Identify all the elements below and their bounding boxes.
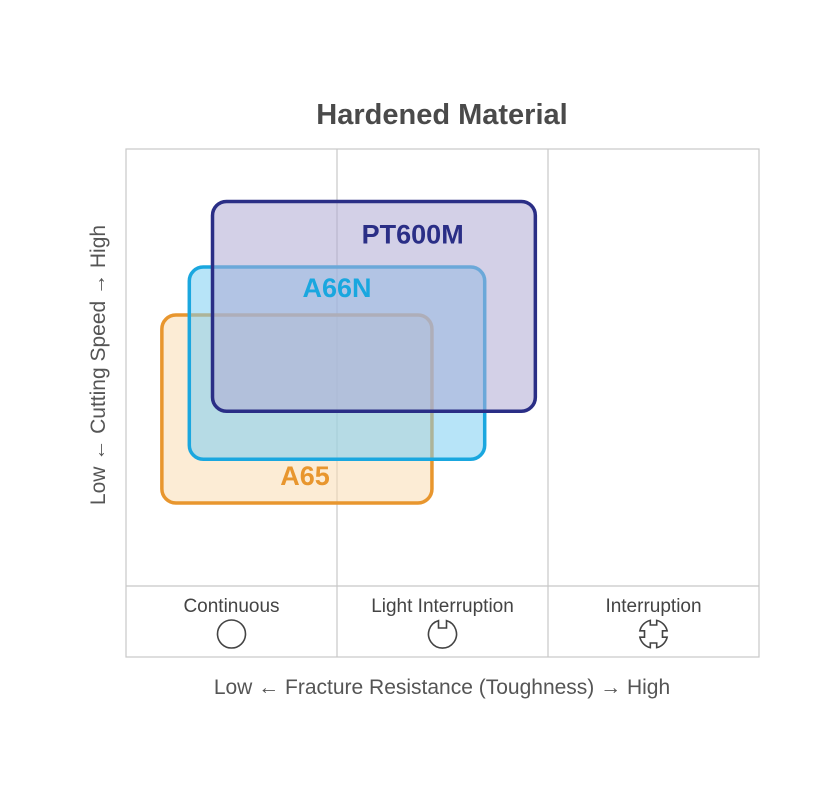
- label-pt600m: PT600M: [362, 219, 464, 249]
- plot-frame: [125, 148, 760, 658]
- circle-icon: [216, 619, 247, 649]
- notched-circle-shape: [427, 619, 458, 649]
- category-label: Light Interruption: [371, 596, 514, 617]
- notched-circle-icon: [427, 619, 458, 649]
- label-a66n: A66N: [302, 273, 371, 303]
- grade-regions: [160, 199, 538, 505]
- x-axis-label: Low ← Fracture Resistance (Toughness) → …: [214, 676, 670, 699]
- y-axis-label: Low ← Cutting Speed → High: [87, 225, 110, 505]
- label-a65: A65: [280, 461, 330, 491]
- category-label: Interruption: [605, 596, 701, 617]
- category-label: Continuous: [183, 596, 279, 617]
- grade-labels: A65 A66N PT600M: [280, 219, 463, 491]
- category-row: Continuous Light Interruption Interruption: [183, 596, 702, 649]
- plot-border: [125, 148, 760, 658]
- cross-notched-circle-icon: [638, 619, 669, 649]
- cross-notched-circle-shape: [638, 619, 669, 649]
- circle-shape: [216, 619, 247, 649]
- region-pt600m: [210, 199, 538, 413]
- chart-title: Hardened Material: [316, 99, 567, 131]
